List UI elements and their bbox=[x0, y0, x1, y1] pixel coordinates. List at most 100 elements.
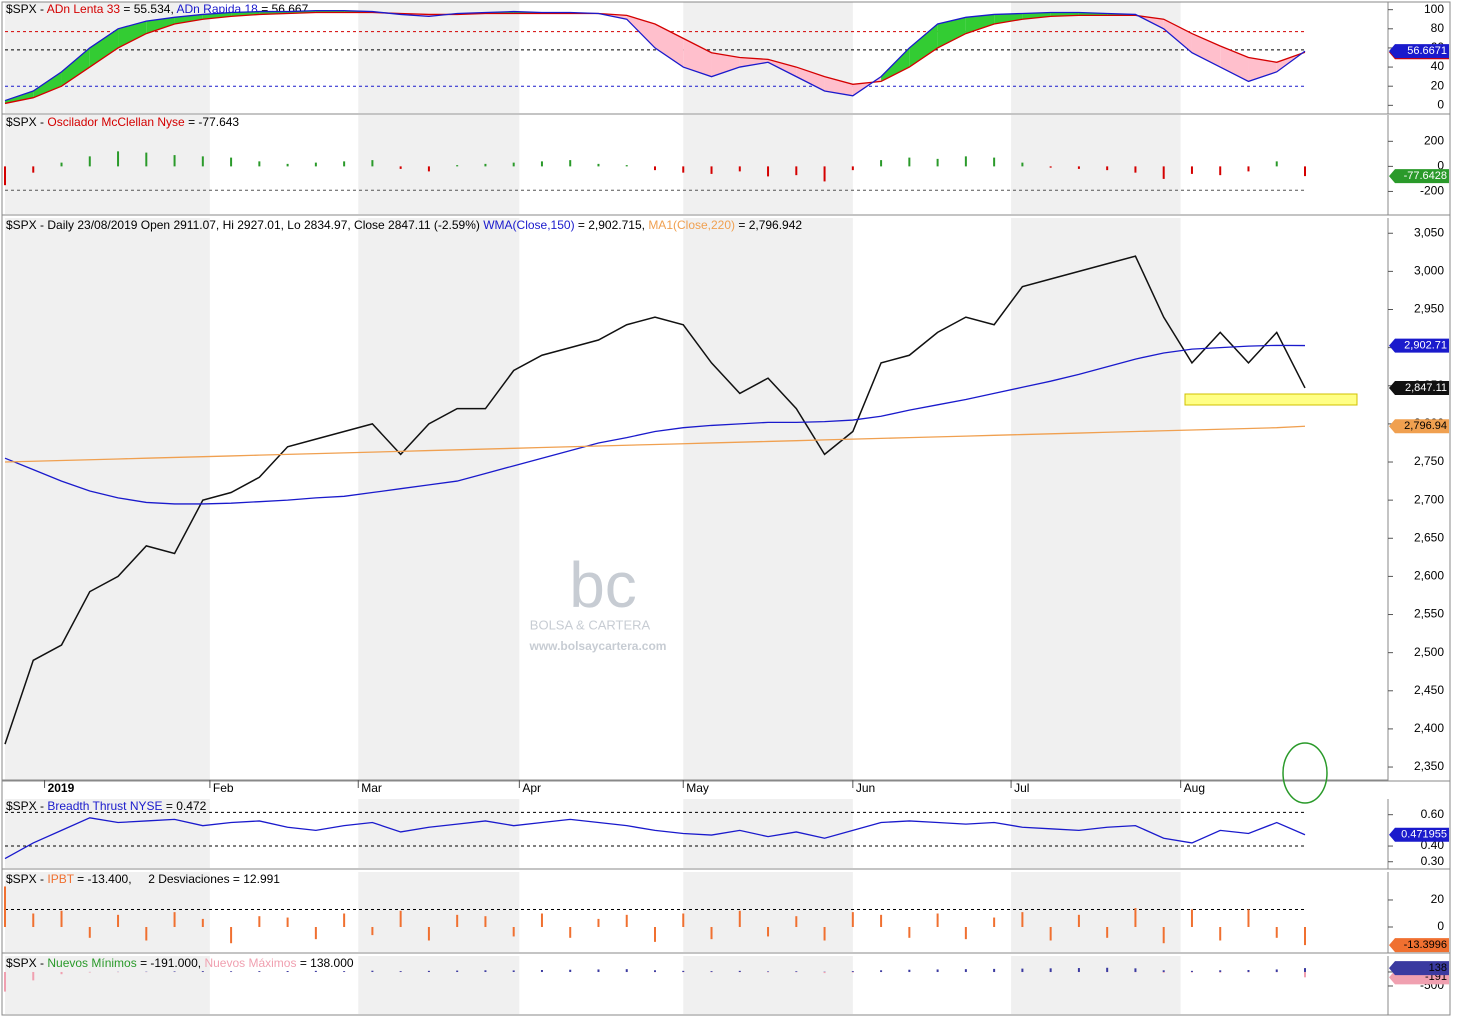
month-shade bbox=[358, 218, 520, 780]
fill-between bbox=[683, 38, 712, 77]
x-tick-label: Apr bbox=[522, 781, 541, 795]
y-tick-label: 200 bbox=[1424, 133, 1444, 147]
x-tick-label: May bbox=[686, 781, 709, 795]
y-tick-label: 2,950 bbox=[1414, 302, 1444, 316]
month-shade bbox=[5, 799, 210, 868]
y-tick-label: 2,650 bbox=[1414, 530, 1444, 544]
value-label: 56.6671 bbox=[1407, 45, 1447, 57]
x-tick-label: Aug bbox=[1184, 781, 1205, 795]
series-line bbox=[4, 425, 1306, 463]
x-tick-label: 2019 bbox=[48, 781, 75, 795]
fill-between bbox=[655, 24, 684, 68]
y-tick-label: 0 bbox=[1437, 919, 1444, 933]
value-label-box bbox=[1389, 827, 1449, 842]
x-tick-label: Mar bbox=[361, 781, 382, 795]
fill-between bbox=[61, 47, 90, 87]
panel-header: $SPX - Daily 23/08/2019 Open 2911.07, Hi… bbox=[6, 218, 802, 232]
value-label: -13.3996 bbox=[1404, 939, 1447, 951]
y-tick-label: 3,000 bbox=[1414, 264, 1444, 278]
fill-between bbox=[881, 47, 910, 82]
series-line bbox=[4, 11, 1306, 105]
month-shade bbox=[1011, 956, 1181, 1014]
header-part: $SPX - bbox=[6, 115, 47, 129]
month-shade bbox=[683, 115, 853, 214]
header-part: $SPX - bbox=[6, 956, 47, 970]
fill-between bbox=[33, 71, 62, 98]
y-tick-label: 2,550 bbox=[1414, 607, 1444, 621]
fill-between bbox=[739, 57, 769, 68]
header-part: = 138.000 bbox=[296, 956, 353, 970]
month-shade bbox=[5, 872, 210, 952]
fill-between bbox=[796, 67, 825, 91]
y-tick-label: 0 bbox=[1437, 98, 1444, 112]
value-label-box bbox=[1389, 44, 1449, 59]
header-part: = 2,796.942 bbox=[735, 218, 802, 232]
y-tick-label: 2,700 bbox=[1414, 492, 1444, 506]
fill-between bbox=[5, 90, 34, 104]
value-label: -77.6428 bbox=[1404, 170, 1447, 182]
value-label-box bbox=[1389, 419, 1449, 434]
x-tick-label: Feb bbox=[213, 781, 234, 795]
month-shade bbox=[358, 115, 520, 214]
panel-header: $SPX - Breadth Thrust NYSE = 0.472 bbox=[6, 799, 207, 813]
header-part: = -191.000, bbox=[137, 956, 205, 970]
series-line bbox=[4, 255, 1306, 745]
header-part: MA1(Close,220) bbox=[648, 218, 735, 232]
month-shade bbox=[1011, 115, 1181, 214]
header-part: $SPX - bbox=[6, 799, 47, 813]
fill-between bbox=[711, 52, 740, 77]
month-shade bbox=[358, 956, 520, 1014]
value-label: 2,796.94 bbox=[1404, 420, 1447, 432]
y-tick-label: 0.30 bbox=[1421, 854, 1445, 868]
header-part: = -13.400, 2 Desviaciones = 12.991 bbox=[74, 872, 280, 886]
value-label: 138 bbox=[1429, 962, 1447, 974]
fill-between bbox=[994, 13, 1023, 25]
y-tick-label: 2,450 bbox=[1414, 683, 1444, 697]
month-shade bbox=[5, 956, 210, 1014]
value-label: 2,902.71 bbox=[1404, 339, 1447, 351]
y-tick-label: 0 bbox=[1437, 159, 1444, 173]
value-label-box bbox=[1389, 338, 1449, 353]
header-part: IPBT bbox=[47, 872, 74, 886]
value-label-box bbox=[1389, 169, 1449, 184]
value-label-box bbox=[1389, 961, 1449, 976]
month-shade bbox=[5, 218, 210, 780]
fill-between bbox=[626, 15, 655, 48]
y-tick-label: -200 bbox=[1420, 184, 1444, 198]
series-line bbox=[4, 344, 1306, 505]
y-tick-label: 2,500 bbox=[1414, 645, 1444, 659]
x-tick-label: Jul bbox=[1014, 781, 1029, 795]
fill-between bbox=[118, 21, 147, 48]
value-label-box bbox=[1389, 938, 1449, 953]
value-label: 2,847.11 bbox=[1405, 382, 1447, 394]
header-part: ADn Lenta 33 bbox=[47, 2, 121, 16]
fill-between bbox=[909, 24, 938, 68]
panel-header: $SPX - Oscilador McClellan Nyse = -77.64… bbox=[6, 115, 239, 129]
month-shade bbox=[1011, 872, 1181, 952]
fill-between bbox=[824, 76, 853, 96]
y-tick-label: 0.60 bbox=[1421, 807, 1445, 821]
y-tick-label: 2,600 bbox=[1414, 569, 1444, 583]
panel: $SPX - Nuevos Mínimos = -191.000, Nuevos… bbox=[2, 956, 1450, 1016]
month-shade bbox=[683, 872, 853, 952]
month-shade bbox=[683, 799, 853, 868]
header-part: Nuevos Máximos bbox=[204, 956, 296, 970]
header-part: Oscilador McClellan Nyse bbox=[47, 115, 185, 129]
header-part: = 0.472 bbox=[163, 799, 207, 813]
panel: $SPX - IPBT = -13.400, 2 Desviaciones = … bbox=[2, 872, 1450, 954]
month-shade bbox=[683, 218, 853, 780]
panel: $SPX - ADn Lenta 33 = 55.534, ADn Rapida… bbox=[2, 2, 1450, 115]
series-line bbox=[4, 817, 1306, 860]
y-tick-label: 20 bbox=[1431, 78, 1445, 92]
header-part: $SPX - bbox=[6, 872, 47, 886]
y-tick-label: 2,750 bbox=[1414, 454, 1444, 468]
watermark-logo: bc bbox=[569, 549, 637, 621]
header-part: = -77.643 bbox=[185, 115, 240, 129]
watermark: bc BOLSA & CARTERA www.bolsaycartera.com bbox=[529, 549, 667, 653]
header-part: = 55.534, bbox=[120, 2, 176, 16]
panel-header: $SPX - Nuevos Mínimos = -191.000, Nuevos… bbox=[6, 956, 354, 970]
header-part: Nuevos Mínimos bbox=[47, 956, 136, 970]
x-tick-label: Jun bbox=[856, 781, 875, 795]
